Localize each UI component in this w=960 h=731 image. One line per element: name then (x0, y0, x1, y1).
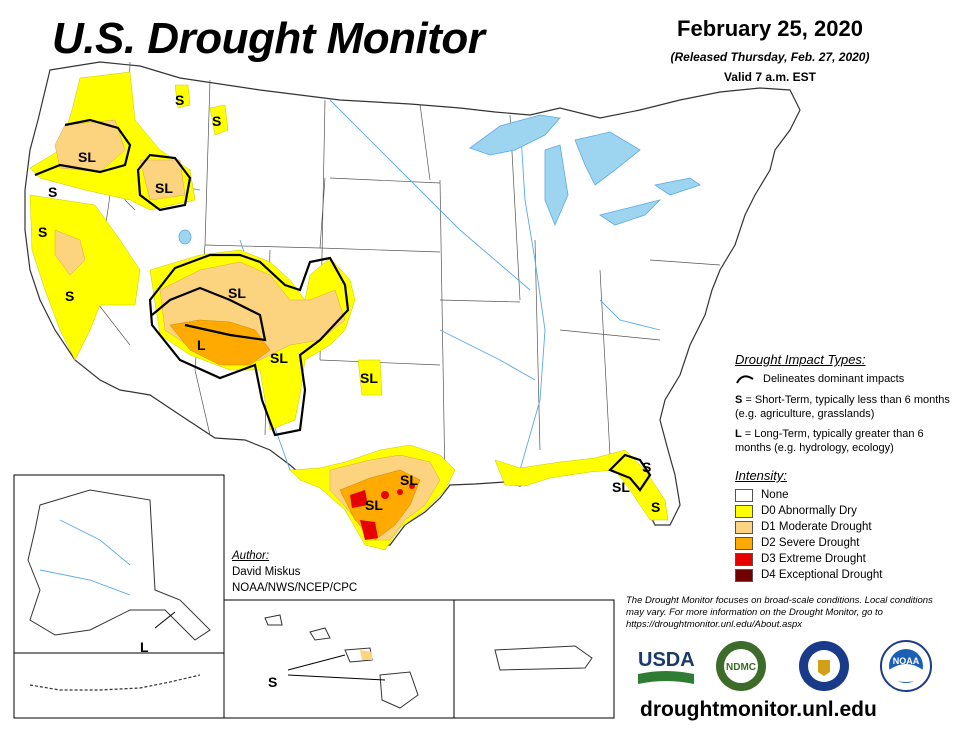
label-sl-texas-2: SL (365, 497, 383, 513)
short-term-text: = Short-Term, typically less than 6 mont… (735, 394, 950, 420)
label-sl-texas-1: SL (400, 472, 418, 488)
intensity-row-none: None (735, 487, 950, 503)
noaa-logo-text: NOAA (893, 656, 920, 666)
long-term-description: L = Long-Term, typically greater than 6 … (735, 427, 950, 455)
ndmc-logo: NDMC (715, 640, 767, 692)
label-s-montana-1: S (175, 92, 184, 108)
label-l-southwest: L (197, 337, 206, 353)
intensity-row-d4: D4 Exceptional Drought (735, 567, 950, 583)
commerce-seal-graphic (799, 641, 849, 691)
intensity-legend: Intensity: None D0 Abnormally Dry D1 Mod… (735, 468, 950, 583)
label-s-montana-2: S (212, 113, 221, 129)
impact-legend-title: Drought Impact Types: (735, 352, 866, 367)
label-s-ca-north: S (38, 224, 47, 240)
swatch-d1 (735, 520, 753, 534)
swatch-d3 (735, 552, 753, 566)
impact-line-row: Delineates dominant impacts (735, 373, 950, 385)
map-labels: SL SL S S S S S SL L SL SL SL SL S SL S … (38, 92, 660, 690)
swatch-d0 (735, 504, 753, 518)
label-sl-oregon: SL (78, 149, 96, 165)
map-date: February 25, 2020 (677, 16, 863, 41)
puerto-rico-inset (453, 599, 615, 719)
ndmc-logo-graphic: NDMC (716, 641, 766, 691)
author-name: David Miskus (232, 566, 301, 578)
long-term-text: = Long-Term, typically greater than 6 mo… (735, 428, 924, 454)
ndmc-logo-text: NDMC (726, 662, 756, 673)
label-sl-colorado: SL (228, 285, 246, 301)
intensity-row-d1: D1 Moderate Drought (735, 519, 950, 535)
impact-line-icon (736, 375, 754, 384)
commerce-seal (798, 640, 850, 692)
label-sl-new-mexico: SL (270, 350, 288, 366)
impact-legend: Drought Impact Types: Delineates dominan… (735, 352, 950, 461)
swatch-none (735, 488, 753, 502)
page-title: U.S. Drought Monitor (52, 14, 485, 63)
short-term-key: S (735, 394, 743, 406)
intensity-row-d0: D0 Abnormally Dry (735, 503, 950, 519)
disclaimer-note: The Drought Monitor focuses on broad-sca… (626, 595, 933, 630)
swatch-d2 (735, 536, 753, 550)
great-lakes (178, 114, 701, 245)
alaska-inset (13, 474, 225, 654)
usda-logo-text: USDA (638, 649, 695, 671)
label-s-florida-1: S (642, 459, 651, 475)
valid-time: Valid 7 a.m. EST (723, 70, 817, 84)
intensity-label: D4 Exceptional Drought (761, 569, 883, 581)
d3-extreme-drought (350, 483, 415, 540)
short-term-description: S = Short-Term, typically less than 6 mo… (735, 393, 950, 421)
label-sl-oklahoma: SL (360, 370, 378, 386)
release-date: (Released Thursday, Feb. 27, 2020) (670, 50, 870, 64)
intensity-row-d2: D2 Severe Drought (735, 535, 950, 551)
swatch-d4 (735, 568, 753, 582)
usda-logo-graphic: USDA (638, 649, 695, 684)
label-s-florida-2: S (651, 499, 660, 515)
intensity-label: None (761, 489, 789, 501)
author-title: Author: (232, 550, 270, 562)
hawaii-inset (223, 599, 455, 719)
long-term-key: L (735, 428, 742, 440)
impact-line-label: Delineates dominant impacts (763, 373, 905, 385)
intensity-label: D0 Abnormally Dry (761, 505, 857, 517)
noaa-logo-graphic: NOAA (880, 640, 932, 692)
intensity-label: D3 Extreme Drought (761, 553, 866, 565)
aleutian-inset (13, 652, 225, 719)
intensity-row-d3: D3 Extreme Drought (735, 551, 950, 567)
label-sl-idaho: SL (155, 180, 173, 196)
d2-severe-drought (169, 319, 421, 541)
intensity-legend-title: Intensity: (735, 468, 788, 483)
label-s-hawaii: S (268, 674, 277, 690)
usda-logo: USDA (636, 640, 695, 692)
intensity-label: D1 Moderate Drought (761, 521, 872, 533)
author-block: Author: David Miskus NOAA/NWS/NCEP/CPC (232, 548, 357, 596)
author-org: NOAA/NWS/NCEP/CPC (232, 582, 358, 594)
noaa-logo: NOAA (880, 640, 932, 692)
label-s-nw-coast: S (48, 184, 57, 200)
intensity-label: D2 Severe Drought (761, 537, 860, 549)
label-s-ca-central: S (65, 288, 74, 304)
impact-boundaries (34, 118, 652, 492)
label-sl-florida: SL (612, 479, 630, 495)
label-l-alaska: L (140, 639, 149, 655)
website-url[interactable]: droughtmonitor.unl.edu (640, 698, 877, 721)
